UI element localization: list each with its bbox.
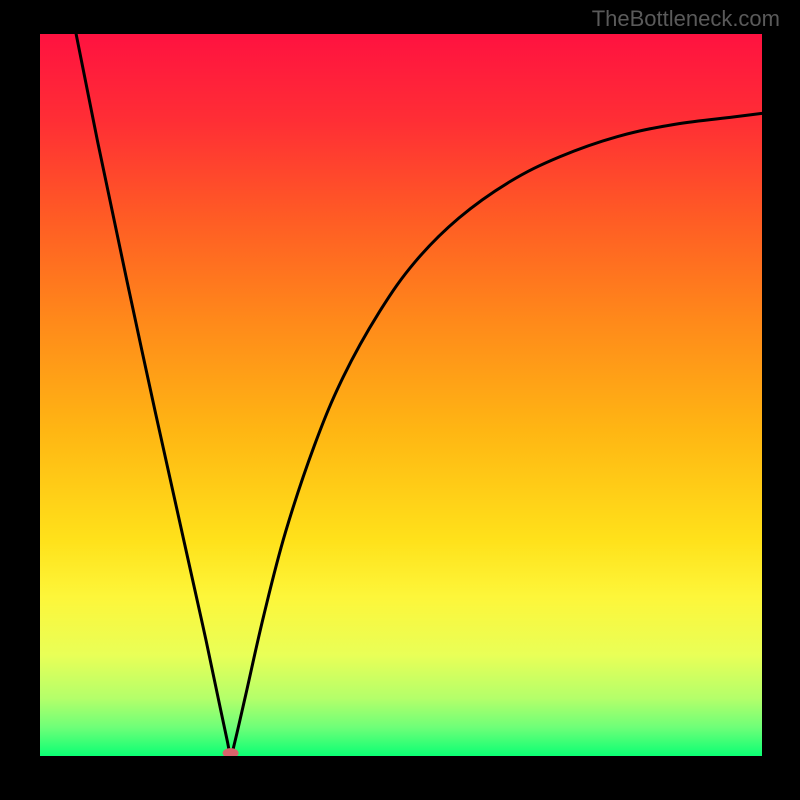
watermark-text: TheBottleneck.com [592, 6, 780, 32]
bottleneck-curve [40, 34, 762, 756]
chart-plot-area [40, 34, 762, 756]
bottleneck-curve-path [76, 34, 762, 756]
minimum-marker [223, 748, 239, 756]
